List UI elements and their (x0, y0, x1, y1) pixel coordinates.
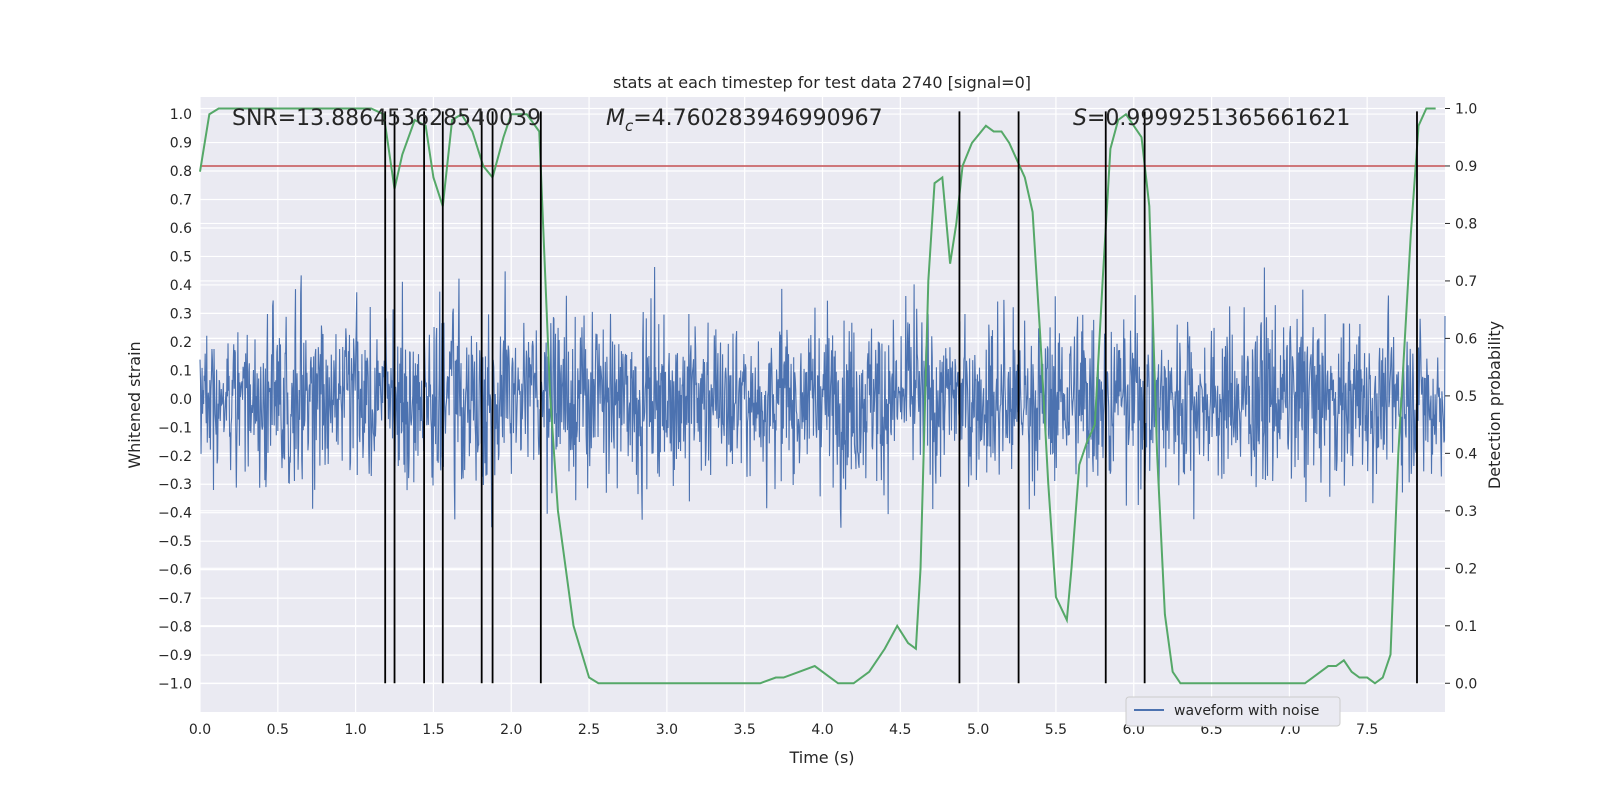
y-left-tick-label: 1.0 (170, 107, 192, 123)
y-right-tick-label: 0.4 (1455, 446, 1477, 462)
x-tick-label: 2.0 (500, 722, 522, 738)
s-value: =0.9999251365661621 (1087, 106, 1350, 131)
y-right-tick-label: 0.0 (1455, 676, 1477, 692)
y-left-tick-label: 0.7 (170, 193, 192, 209)
x-tick-label: 3.5 (734, 722, 756, 738)
y-left-tick-label: −0.5 (158, 534, 192, 550)
y-left-tick-label: 0.9 (170, 136, 192, 152)
y-left-tick-label: 0.2 (170, 335, 192, 351)
y-left-tick-label: 0.0 (170, 392, 192, 408)
y-right-axis-label: Detection probability (1485, 321, 1504, 489)
mc-value: =4.760283946990967 (633, 106, 882, 131)
x-tick-label: 0.5 (267, 722, 289, 738)
legend-label: waveform with noise (1174, 703, 1319, 719)
x-tick-label: 0.0 (189, 722, 211, 738)
x-tick-label: 5.5 (1045, 722, 1067, 738)
y-right-tick-label: 0.8 (1455, 216, 1477, 232)
waveform-series (199, 266, 1446, 528)
y-left-tick-label: −0.7 (158, 591, 192, 607)
x-tick-label: 4.0 (811, 722, 833, 738)
y-right-tick-label: 0.5 (1455, 389, 1477, 405)
s-symbol: S (1073, 106, 1087, 131)
x-tick-label: 3.0 (656, 722, 678, 738)
y-right-tick-label: 0.2 (1455, 561, 1477, 577)
y-right-tick-label: 0.1 (1455, 619, 1477, 635)
y-right-tick-label: 0.9 (1455, 159, 1477, 175)
y-right-tick-label: 0.7 (1455, 274, 1477, 290)
x-tick-label: 5.0 (967, 722, 989, 738)
x-tick-label: 4.5 (889, 722, 911, 738)
mc-subscript: c (625, 117, 634, 135)
x-axis-label: Time (s) (788, 748, 854, 767)
mc-annotation: Mc=4.760283946990967 (606, 106, 883, 135)
y-left-tick-label: 0.4 (170, 278, 192, 294)
x-tick-label: 1.5 (422, 722, 444, 738)
y-left-tick-label: −0.8 (158, 620, 192, 636)
mc-symbol: M (606, 106, 625, 131)
y-left-tick-label: −0.1 (158, 420, 192, 436)
event-lines (384, 111, 1418, 684)
y-left-tick-label: 0.5 (170, 249, 192, 265)
x-tick-label: 2.5 (578, 722, 600, 738)
x-tick-label: 7.5 (1356, 722, 1378, 738)
x-tick-labels: 0.0 0.5 1.0 1.5 2.0 2.5 3.0 3.5 4.0 4.5 5.0 5.5 6.0 6… (189, 722, 1378, 738)
x-tick-label: 1.0 (344, 722, 366, 738)
detection-probability-series (199, 107, 1436, 685)
y-left-tick-label: −0.3 (158, 477, 192, 493)
y-right-tick-label: 1.0 (1455, 101, 1477, 117)
chart-title: stats at each timestep for test data 274… (613, 73, 1031, 92)
y-right-tick-label: 0.3 (1455, 504, 1477, 520)
y-left-tick-label: 0.6 (170, 221, 192, 237)
snr-annotation: SNR=13.886453628540039 (232, 106, 541, 131)
legend-box (1125, 696, 1341, 727)
legend: waveform with noise (1125, 696, 1341, 727)
y-right-tick-labels: 1.0 0.9 0.8 0.7 0.6 0.5 0.4 0.3 0.2 0.1 0.0 (1445, 101, 1477, 692)
y-right-tick-label: 0.6 (1455, 331, 1477, 347)
y-left-tick-label: 0.1 (170, 363, 192, 379)
y-left-axis-label: Whitened strain (125, 341, 144, 468)
y-left-tick-label: −0.2 (158, 449, 192, 465)
s-annotation: S=0.9999251365661621 (1073, 106, 1350, 131)
detection-probability-line (199, 107, 1436, 685)
y-left-tick-labels: 1.0 0.9 0.8 0.7 0.6 0.5 0.4 0.3 0.2 0.1 0.0 −0.1 −0.… (158, 107, 192, 692)
y-left-tick-label: −0.4 (158, 506, 192, 522)
y-left-tick-label: 0.3 (170, 306, 192, 322)
waveform-line (199, 266, 1446, 528)
y-left-tick-label: −0.9 (158, 648, 192, 664)
y-left-tick-label: 0.8 (170, 164, 192, 180)
y-left-tick-label: −1.0 (158, 677, 192, 693)
y-left-tick-label: −0.6 (158, 563, 192, 579)
